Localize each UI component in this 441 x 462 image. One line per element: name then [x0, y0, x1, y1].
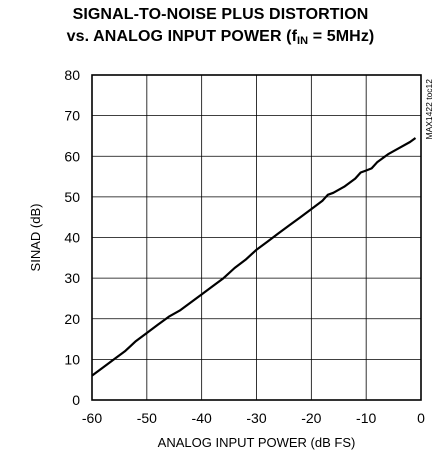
figure-code-label: MAX1422 toc12: [424, 79, 434, 140]
y-tick-label: 70: [64, 108, 80, 124]
x-tick-label: -60: [82, 410, 102, 426]
y-tick-label: 50: [64, 189, 80, 205]
x-axis-label: ANALOG INPUT POWER (dB FS): [158, 435, 356, 450]
y-tick-label: 80: [64, 67, 80, 83]
x-tick-label: 0: [417, 410, 425, 426]
sinad-series-line: [91, 137, 417, 377]
chart-title-line2: vs. ANALOG INPUT POWER (fIN = 5MHz): [0, 28, 441, 47]
grid-lines: [92, 75, 421, 400]
x-tick-label: -20: [301, 410, 321, 426]
x-tick-label: -40: [192, 410, 212, 426]
y-tick-label: 0: [72, 392, 80, 408]
x-tick-label: -10: [356, 410, 376, 426]
y-tick-label: 20: [64, 311, 80, 327]
y-tick-labels: 0 10 20 30 40 50 60 70 80: [64, 67, 80, 408]
chart-title-line1: SIGNAL-TO-NOISE PLUS DISTORTION: [72, 6, 369, 23]
chart-title-line2-prefix: vs. ANALOG INPUT POWER (f: [66, 28, 297, 45]
x-tick-label: -30: [246, 410, 266, 426]
series-group: [91, 137, 417, 377]
y-tick-label: 40: [64, 230, 80, 246]
plot-frame: [91, 74, 422, 401]
x-tick-label: -50: [137, 410, 157, 426]
y-axis-label: SINAD (dB): [28, 204, 43, 272]
chart-title-subscript: IN: [297, 35, 309, 47]
x-tick-labels: -60 -50 -40 -30 -20 -10 0: [82, 410, 425, 426]
y-tick-label: 30: [64, 270, 80, 286]
y-tick-label: 10: [64, 351, 80, 367]
chart-title-line2-suffix: = 5MHz): [308, 28, 375, 45]
y-tick-label: 60: [64, 148, 80, 164]
